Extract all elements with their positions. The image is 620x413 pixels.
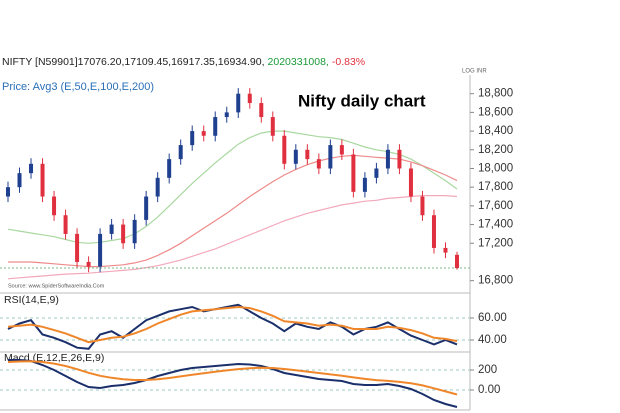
candle-body <box>408 168 413 197</box>
candle-body <box>443 247 448 253</box>
candle-body <box>201 131 206 136</box>
candle-body <box>385 149 390 169</box>
indicator-line <box>7 360 458 396</box>
y-tick-label: 18,800 <box>478 88 513 100</box>
y-tick-label: 16,800 <box>478 275 513 287</box>
candle-body <box>236 93 241 113</box>
symbol: NIFTY [N59901]17076.20,17109.45,16917.35… <box>2 56 265 68</box>
candle-body <box>420 196 425 216</box>
y-tick-label: 18,000 <box>478 163 513 175</box>
y-tick-label: 18,600 <box>478 106 513 118</box>
subtitle: Price: Avg3 (E,50,E,100,E,200) <box>2 81 154 93</box>
indicator-line <box>8 154 458 268</box>
candle-body <box>52 196 57 216</box>
candle-body <box>316 159 321 169</box>
candle-body <box>339 145 344 155</box>
candle-body <box>109 224 114 234</box>
candle-body <box>305 149 310 160</box>
indicator-line <box>8 359 458 408</box>
candle-body <box>282 135 287 164</box>
indicator-line <box>7 195 458 280</box>
y-tick-label: 0.00 <box>478 384 500 396</box>
candle-body <box>132 219 137 244</box>
indicator-line <box>7 305 458 344</box>
panel-title: RSI(14,E,9) <box>4 294 59 306</box>
candle-body <box>431 215 436 248</box>
y-tick-label: 200 <box>478 364 497 376</box>
y-tick-label: 40.00 <box>478 334 507 346</box>
y-tick-label: 18,200 <box>478 144 513 156</box>
candle-body <box>121 224 126 244</box>
candle-body <box>98 233 103 267</box>
y-tick-label: 60.00 <box>478 312 507 324</box>
indicator-line <box>7 303 458 350</box>
candle-body <box>155 177 160 197</box>
candle-body <box>144 196 149 220</box>
source: Source: www.SpiderSoftwareIndia.Com <box>8 283 105 289</box>
candle-body <box>213 117 218 136</box>
y-tick-label: 18,400 <box>478 125 513 137</box>
axis-note: LOG INR <box>462 69 487 75</box>
candle-body <box>75 233 80 262</box>
header-line: NIFTY [N59901]17076.20,17109.45,16917.35… <box>2 56 365 68</box>
candle-body <box>178 145 183 160</box>
y-tick-label: 17,600 <box>478 200 513 212</box>
candle-body <box>167 159 172 178</box>
indicator-line <box>7 130 458 244</box>
candle-body <box>29 163 34 174</box>
change: -0.83% <box>332 56 365 68</box>
candle-body <box>293 149 298 164</box>
candle-body <box>40 163 45 197</box>
candle-body <box>190 131 195 146</box>
candle-body <box>17 173 22 188</box>
candle-body <box>270 117 275 136</box>
volume: 2020331008, <box>268 56 329 68</box>
candle-body <box>351 154 356 192</box>
candle-body <box>247 93 252 104</box>
candle-body <box>328 145 333 169</box>
candle-body <box>63 215 68 234</box>
candle-body <box>6 187 10 197</box>
candle-body <box>455 254 459 269</box>
y-tick-label: 17,200 <box>478 237 513 249</box>
candle-body <box>86 261 91 267</box>
candle-body <box>362 177 367 192</box>
y-tick-label: 17,400 <box>478 219 513 231</box>
candle-body <box>374 168 379 178</box>
candle-body <box>397 149 402 169</box>
candle-body <box>259 103 264 118</box>
y-tick-label: 17,800 <box>478 181 513 193</box>
annotation-title: Nifty daily chart <box>298 91 426 110</box>
candle-body <box>224 112 229 118</box>
